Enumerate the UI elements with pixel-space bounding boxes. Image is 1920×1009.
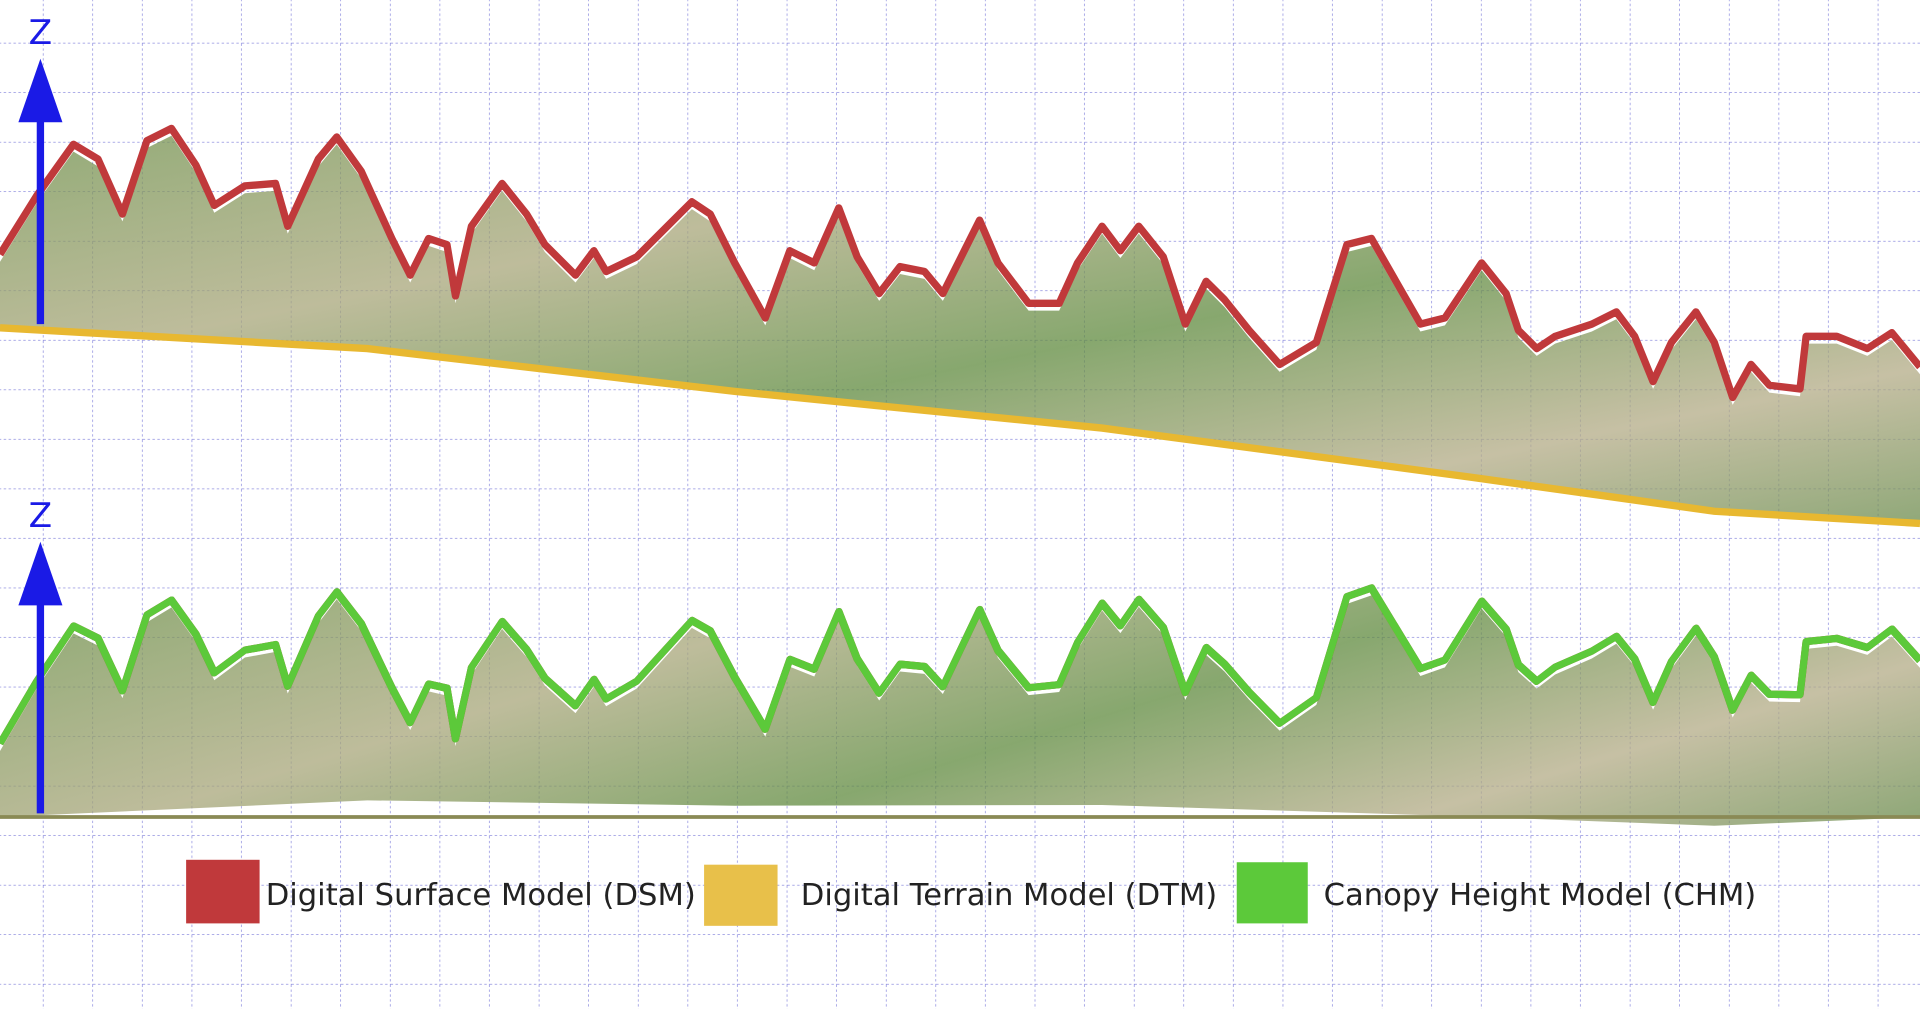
legend-label: Digital Terrain Model (DTM) bbox=[801, 878, 1217, 913]
canopy-line bbox=[0, 584, 1920, 746]
z-label-bottom: Z bbox=[29, 496, 52, 536]
z-label-top: Z bbox=[29, 13, 52, 53]
z-arrow-bottom bbox=[18, 541, 63, 606]
legend-swatch bbox=[186, 859, 260, 924]
terrain-line bbox=[0, 324, 1920, 528]
legend-label: Canopy Height Model (CHM) bbox=[1324, 878, 1757, 913]
z-arrow-top bbox=[18, 58, 63, 123]
legend-swatch bbox=[1236, 862, 1308, 924]
legend-swatch bbox=[704, 864, 778, 926]
legend-label: Digital Surface Model (DSM) bbox=[266, 878, 696, 913]
